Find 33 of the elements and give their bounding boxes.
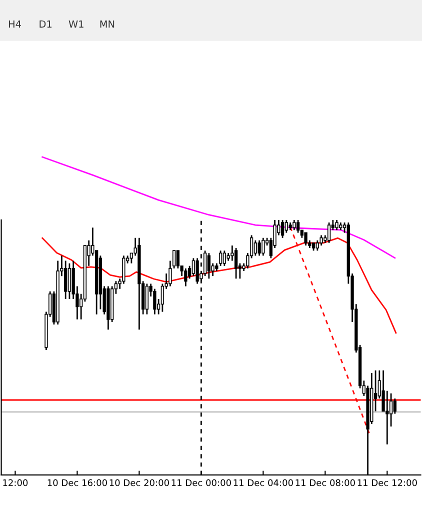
candlestick: [304, 232, 308, 246]
x-tick-label: 11 Dec 04:00: [234, 479, 293, 486]
candlestick: [327, 222, 331, 244]
candlestick: [254, 240, 258, 256]
x-tick-label: 11 Dec 00:00: [172, 479, 231, 486]
candlestick: [258, 240, 261, 256]
x-tick-label: 10 Dec 20:00: [110, 479, 169, 486]
candlestick: [320, 234, 323, 246]
candlestick: [335, 220, 338, 231]
candlestick: [222, 250, 226, 267]
candlestick: [386, 390, 389, 446]
candlestick: [393, 398, 396, 414]
text: W1: [68, 20, 84, 28]
x-tick-label: 11 Dec 12:00: [358, 479, 417, 486]
candlestick: [218, 250, 222, 267]
candlestick: [207, 252, 211, 280]
candlestick: [184, 268, 188, 287]
candlestick: [280, 220, 284, 239]
text: MN: [100, 20, 114, 28]
text: H4: [8, 20, 21, 28]
candlestick: [262, 237, 265, 256]
candlestick: [284, 220, 288, 234]
x-tick-label: 11 Dec 08:00: [296, 479, 355, 486]
candlestick: [316, 240, 319, 252]
x-tick-label: 10 Dec 16:00: [48, 479, 107, 486]
candlestick: [145, 283, 149, 316]
candlestick: [292, 220, 296, 231]
text: D1: [40, 20, 52, 28]
x-tick-label: 12:00: [3, 479, 28, 486]
candlestick: [296, 220, 300, 234]
candlestick: [68, 262, 72, 300]
candlestick: [176, 250, 180, 270]
candlestick: [234, 247, 238, 280]
